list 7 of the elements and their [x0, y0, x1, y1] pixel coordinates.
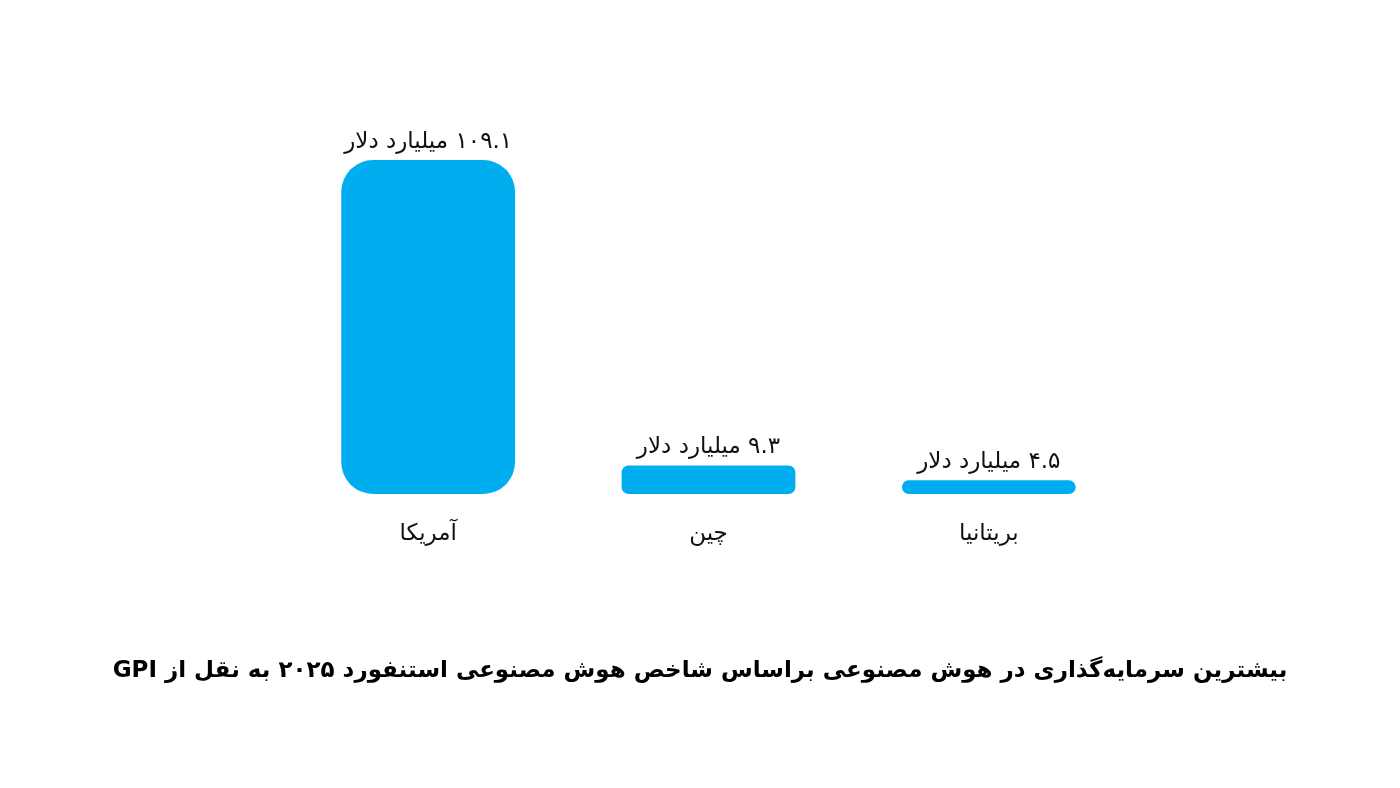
x-tick-label: آمریکا — [399, 517, 459, 546]
data-label: ۴.۵ میلیارد دلار — [916, 446, 1061, 474]
data-label: ۹.۳ میلیارد دلار — [635, 432, 781, 460]
data-label: ۱۰۹.۱ میلیارد دلار — [343, 126, 513, 154]
text: بیشترین سرمایه‌گذاری در هوش مصنوعی براساس شاخص هوش مصنوعی استنفورد ۲۰۲۵ به نقل از GPI — [112, 655, 1288, 683]
x-tick-label: چین — [689, 518, 728, 546]
x-tick-label: بریتانیا — [958, 518, 1019, 546]
